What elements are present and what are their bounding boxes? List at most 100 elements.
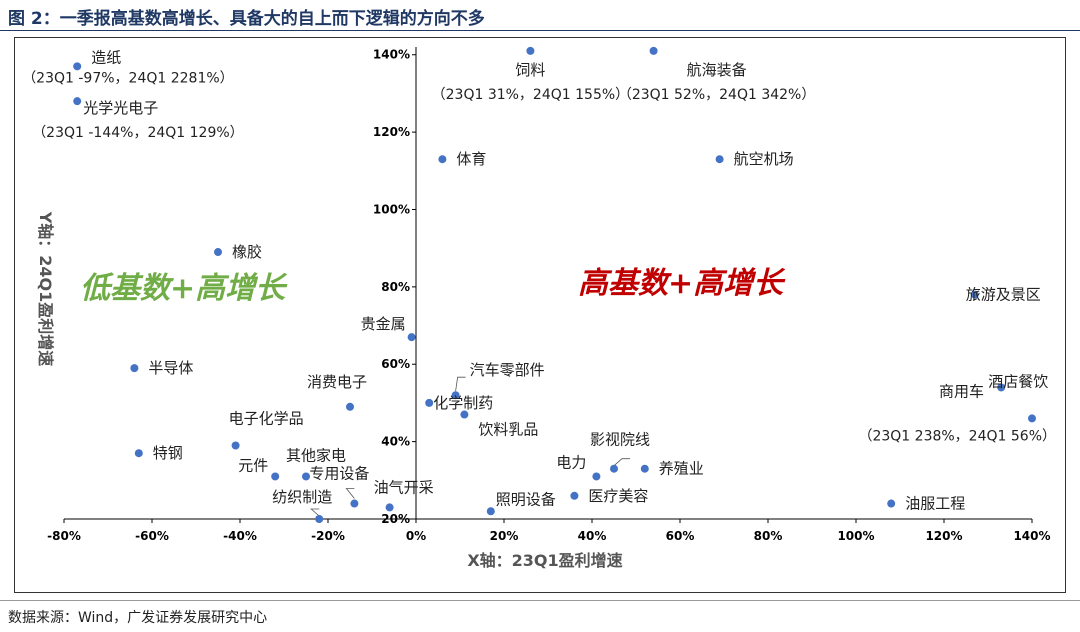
- x-tick-label: -20%: [311, 529, 345, 543]
- data-point: [271, 472, 280, 481]
- point-label: 半导体: [148, 359, 193, 377]
- data-point: [887, 499, 896, 508]
- x-ticks: -80% -60% -40% -20% 0% 20% 40% 60% 80% 100% 120% 14…: [47, 519, 1051, 543]
- figure-title: 图 2：一季报高基数高增长、具备大的自上而下逻辑的方向不多: [8, 9, 485, 29]
- point-label: 酒店餐饮: [988, 372, 1048, 390]
- data-point: [73, 97, 82, 106]
- data-point: [649, 46, 658, 55]
- x-axis-label: X轴：23Q1盈利增速: [467, 551, 622, 570]
- data-point: [610, 464, 618, 473]
- point-label: 体育: [456, 150, 486, 168]
- y-ticks: 20% 40% 60% 80% 100% 120% 140%: [373, 48, 416, 526]
- y-tick-label: 80%: [381, 280, 410, 294]
- leader-line: [345, 488, 355, 499]
- x-tick-label: 100%: [837, 529, 874, 543]
- data-source: 数据来源：Wind，广发证券发展研究中心: [8, 610, 268, 626]
- y-tick-label: 100%: [373, 202, 410, 216]
- x-tick-label: 20%: [490, 529, 519, 543]
- data-point: [134, 449, 143, 458]
- y-axis-label: Y轴：24Q1盈利增速: [36, 211, 55, 367]
- x-tick-label: -60%: [135, 529, 169, 543]
- point-label: 元件: [238, 456, 268, 474]
- y-tick-label: 140%: [373, 48, 410, 62]
- point-label: 特钢: [153, 444, 183, 462]
- data-point: [231, 441, 240, 450]
- data-point: [592, 472, 601, 481]
- point-label: 贵金属: [361, 315, 406, 333]
- data-point: [73, 62, 82, 71]
- point-label: 饲料: [515, 61, 545, 79]
- point-label: 造纸: [91, 48, 121, 66]
- point-label: 影视院线: [590, 431, 650, 449]
- data-point: [438, 155, 447, 164]
- data-point: [214, 248, 222, 257]
- point-label: 化学制药: [433, 394, 493, 412]
- data-point: [451, 391, 460, 400]
- point-label: 油服工程: [905, 495, 965, 513]
- point-label: 电子化学品: [229, 409, 304, 427]
- y-tick-label: 20%: [381, 512, 410, 526]
- point-label: 照明设备: [496, 490, 556, 508]
- data-point: [425, 398, 434, 407]
- point-label: 旅游及景区: [966, 286, 1041, 304]
- zone-label-high-base: 高基数+高增长: [578, 266, 786, 301]
- leader-line: [613, 458, 630, 467]
- data-point: [570, 491, 579, 500]
- y-tick-label: 40%: [381, 435, 410, 449]
- data-point: [997, 383, 1006, 392]
- x-tick-label: 40%: [578, 529, 607, 543]
- data-point: [315, 515, 324, 523]
- y-tick-label: 120%: [373, 125, 410, 139]
- data-point: [970, 290, 979, 299]
- x-tick-label: -80%: [47, 529, 81, 543]
- x-tick-label: -40%: [223, 529, 257, 543]
- point-label: 专用设备: [309, 465, 369, 483]
- point-annotation: （23Q1 52%，24Q1 342%）: [618, 87, 816, 103]
- point-label: 油气开采: [374, 478, 434, 496]
- x-tick-label: 60%: [666, 529, 695, 543]
- data-point: [486, 507, 495, 516]
- data-point: [350, 499, 359, 508]
- data-point: [460, 410, 469, 419]
- leader-line: [310, 508, 320, 517]
- data-point: [385, 503, 394, 512]
- point-annotation: （23Q1 238%，24Q1 56%）: [858, 428, 1056, 444]
- data-point: [526, 46, 535, 55]
- title-divider: [0, 30, 1080, 31]
- point-label: 医疗美容: [588, 487, 648, 505]
- point-labels: 造纸 （23Q1 -97%，24Q1 2281%） 光学光电子 （23Q1 -144%…: [22, 48, 1056, 512]
- data-point: [407, 333, 416, 342]
- data-point: [130, 364, 139, 373]
- point-label: 饮料乳品: [478, 421, 538, 439]
- y-tick-label: 60%: [381, 357, 410, 371]
- point-label: 橡胶: [232, 243, 262, 261]
- point-label: 商用车: [939, 382, 984, 400]
- leader-lines: [310, 376, 630, 517]
- chart-axes: [64, 47, 1032, 520]
- point-label: 养殖业: [659, 460, 704, 478]
- x-tick-label: 0%: [406, 529, 426, 543]
- data-point: [302, 472, 310, 481]
- point-label: 航海装备: [687, 61, 747, 79]
- point-label: 消费电子: [307, 373, 367, 391]
- point-annotation: （23Q1 -97%，24Q1 2281%）: [22, 70, 233, 86]
- point-label: 航空机场: [734, 150, 794, 168]
- source-divider: [0, 600, 1080, 601]
- x-tick-label: 120%: [925, 529, 962, 543]
- x-tick-label: 140%: [1013, 529, 1050, 543]
- data-point: [640, 464, 649, 473]
- data-point: [715, 155, 724, 164]
- data-point: [1028, 414, 1036, 423]
- point-annotation: （23Q1 -144%，24Q1 129%）: [32, 125, 243, 141]
- point-label: 电力: [556, 453, 586, 471]
- point-annotation: （23Q1 31%，24Q1 155%）: [432, 87, 630, 103]
- point-label: 其他家电: [286, 446, 346, 464]
- point-label: 汽车零部件: [470, 361, 545, 379]
- point-label: 光学光电子: [83, 99, 158, 117]
- leader-line: [455, 376, 466, 392]
- data-points: [73, 46, 1036, 523]
- x-tick-label: 80%: [754, 529, 783, 543]
- data-point: [346, 402, 354, 411]
- chart-frame: [14, 37, 1066, 593]
